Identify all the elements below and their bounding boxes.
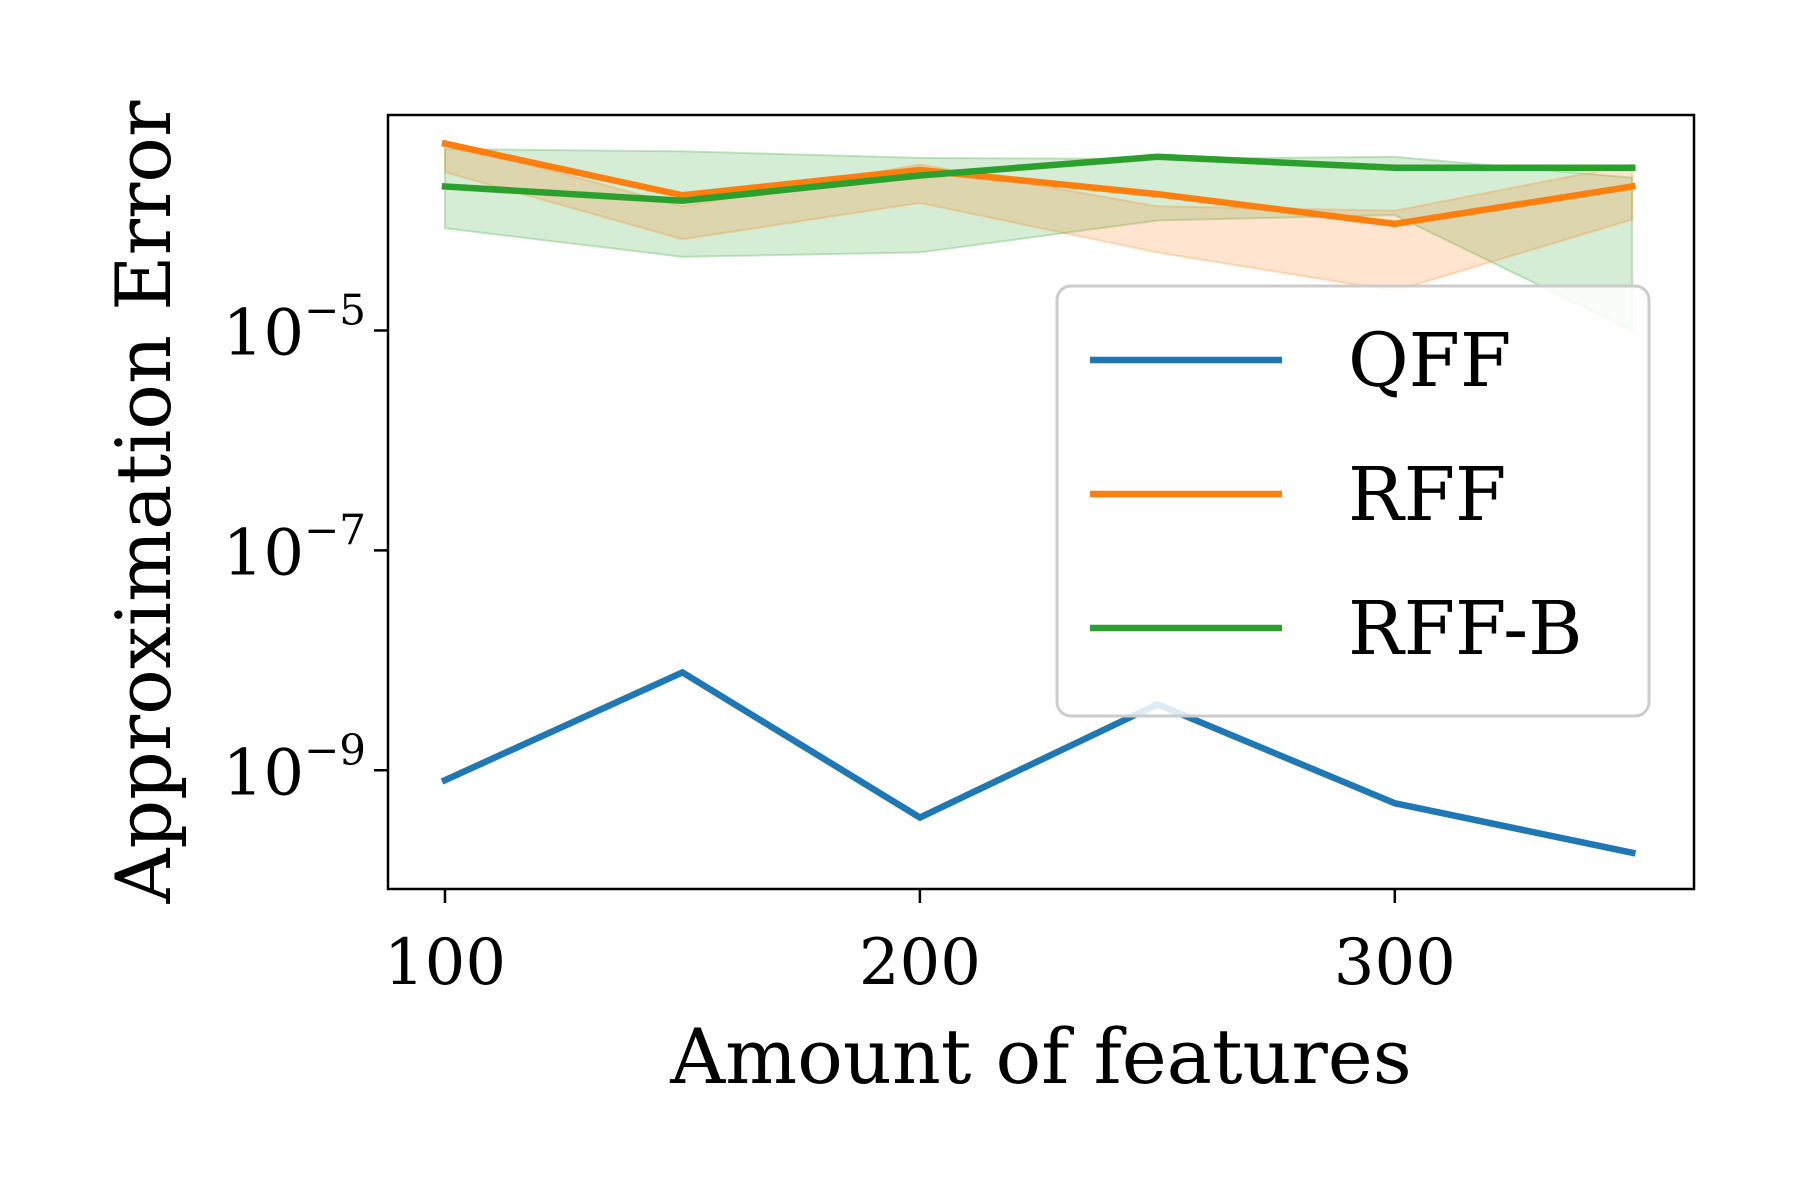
- series-lines: [440, 139, 1637, 857]
- x-tick-label: 200: [859, 926, 981, 1000]
- legend-label-qff: QFF: [1348, 318, 1511, 404]
- x-tick-label: 300: [1334, 926, 1456, 1000]
- plot-area-frame: [386, 113, 1696, 891]
- series-line-rff-b: [441, 153, 1636, 205]
- legend-box: [1055, 284, 1651, 718]
- x-tick-label: 100: [384, 926, 506, 1000]
- series-line-rff: [441, 139, 1636, 228]
- x-axis-label: Amount of features: [669, 1012, 1412, 1101]
- band-rff: [443, 140, 1634, 292]
- y-axis-label: Approximation Error: [99, 100, 188, 904]
- legend: QFF RFF RFF-B: [1055, 284, 1651, 718]
- y-tick-label: 10−5: [223, 285, 366, 370]
- y-tick-label: 10−9: [223, 725, 366, 810]
- legend-label-rff-b: RFF-B: [1348, 586, 1582, 672]
- series-line-qff: [440, 668, 1637, 857]
- legend-label-rff: RFF: [1348, 452, 1506, 538]
- axis-ticks: 100 200 300 10−5 10−7 10−9: [223, 285, 1456, 1000]
- y-tick-label: 10−7: [223, 505, 366, 590]
